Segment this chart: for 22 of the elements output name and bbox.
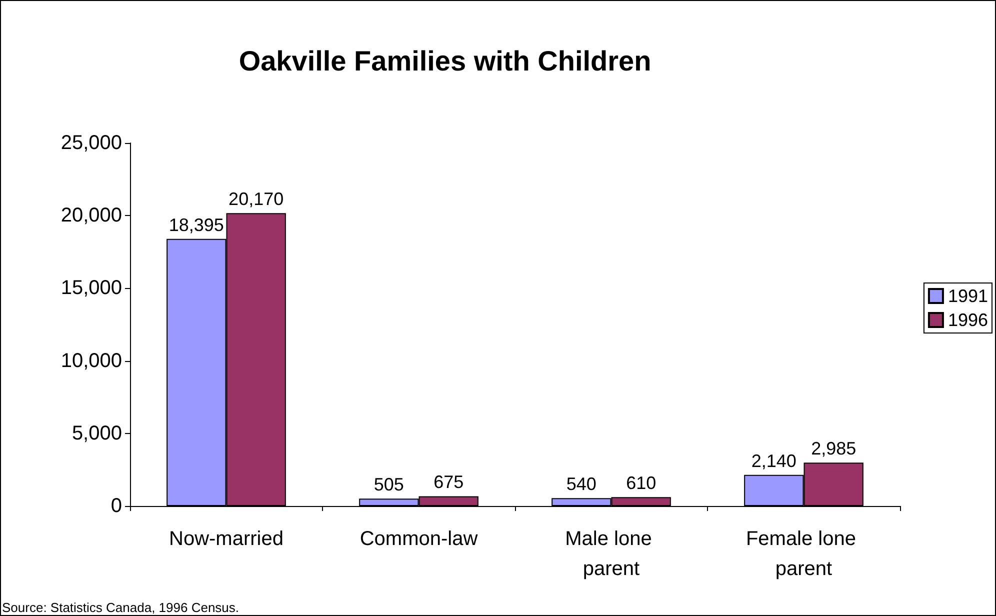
legend-label: 1996 bbox=[948, 310, 988, 330]
data-label: 20,170 bbox=[228, 189, 284, 210]
y-tick-label: 10,000 bbox=[60, 350, 122, 372]
x-tick-label: Now-married bbox=[169, 528, 284, 550]
data-label: 18,395 bbox=[168, 214, 224, 235]
y-tick-label: 5,000 bbox=[72, 422, 122, 444]
x-tick-label: Male lone parent bbox=[565, 528, 658, 580]
data-label: 610 bbox=[626, 473, 656, 494]
y-tick-label: 20,000 bbox=[60, 204, 122, 227]
data-label: 505 bbox=[374, 474, 404, 495]
y-tick-label: 25,000 bbox=[60, 132, 122, 154]
y-tick-label: 0 bbox=[110, 495, 122, 517]
chart-title: Oakville Families with Children bbox=[238, 46, 652, 76]
y-tick-label: 15,000 bbox=[60, 277, 122, 300]
data-label: 2,140 bbox=[751, 450, 796, 471]
data-label: 675 bbox=[434, 472, 464, 492]
legend-label: 1991 bbox=[948, 286, 988, 306]
source-note: Source: Statistics Canada, 1996 Census. bbox=[2, 600, 240, 615]
data-label: 2,985 bbox=[811, 438, 856, 459]
x-tick-label: Female lone parent bbox=[746, 528, 862, 580]
data-label: 540 bbox=[566, 474, 596, 494]
x-tick-label: Common-law bbox=[360, 528, 478, 550]
